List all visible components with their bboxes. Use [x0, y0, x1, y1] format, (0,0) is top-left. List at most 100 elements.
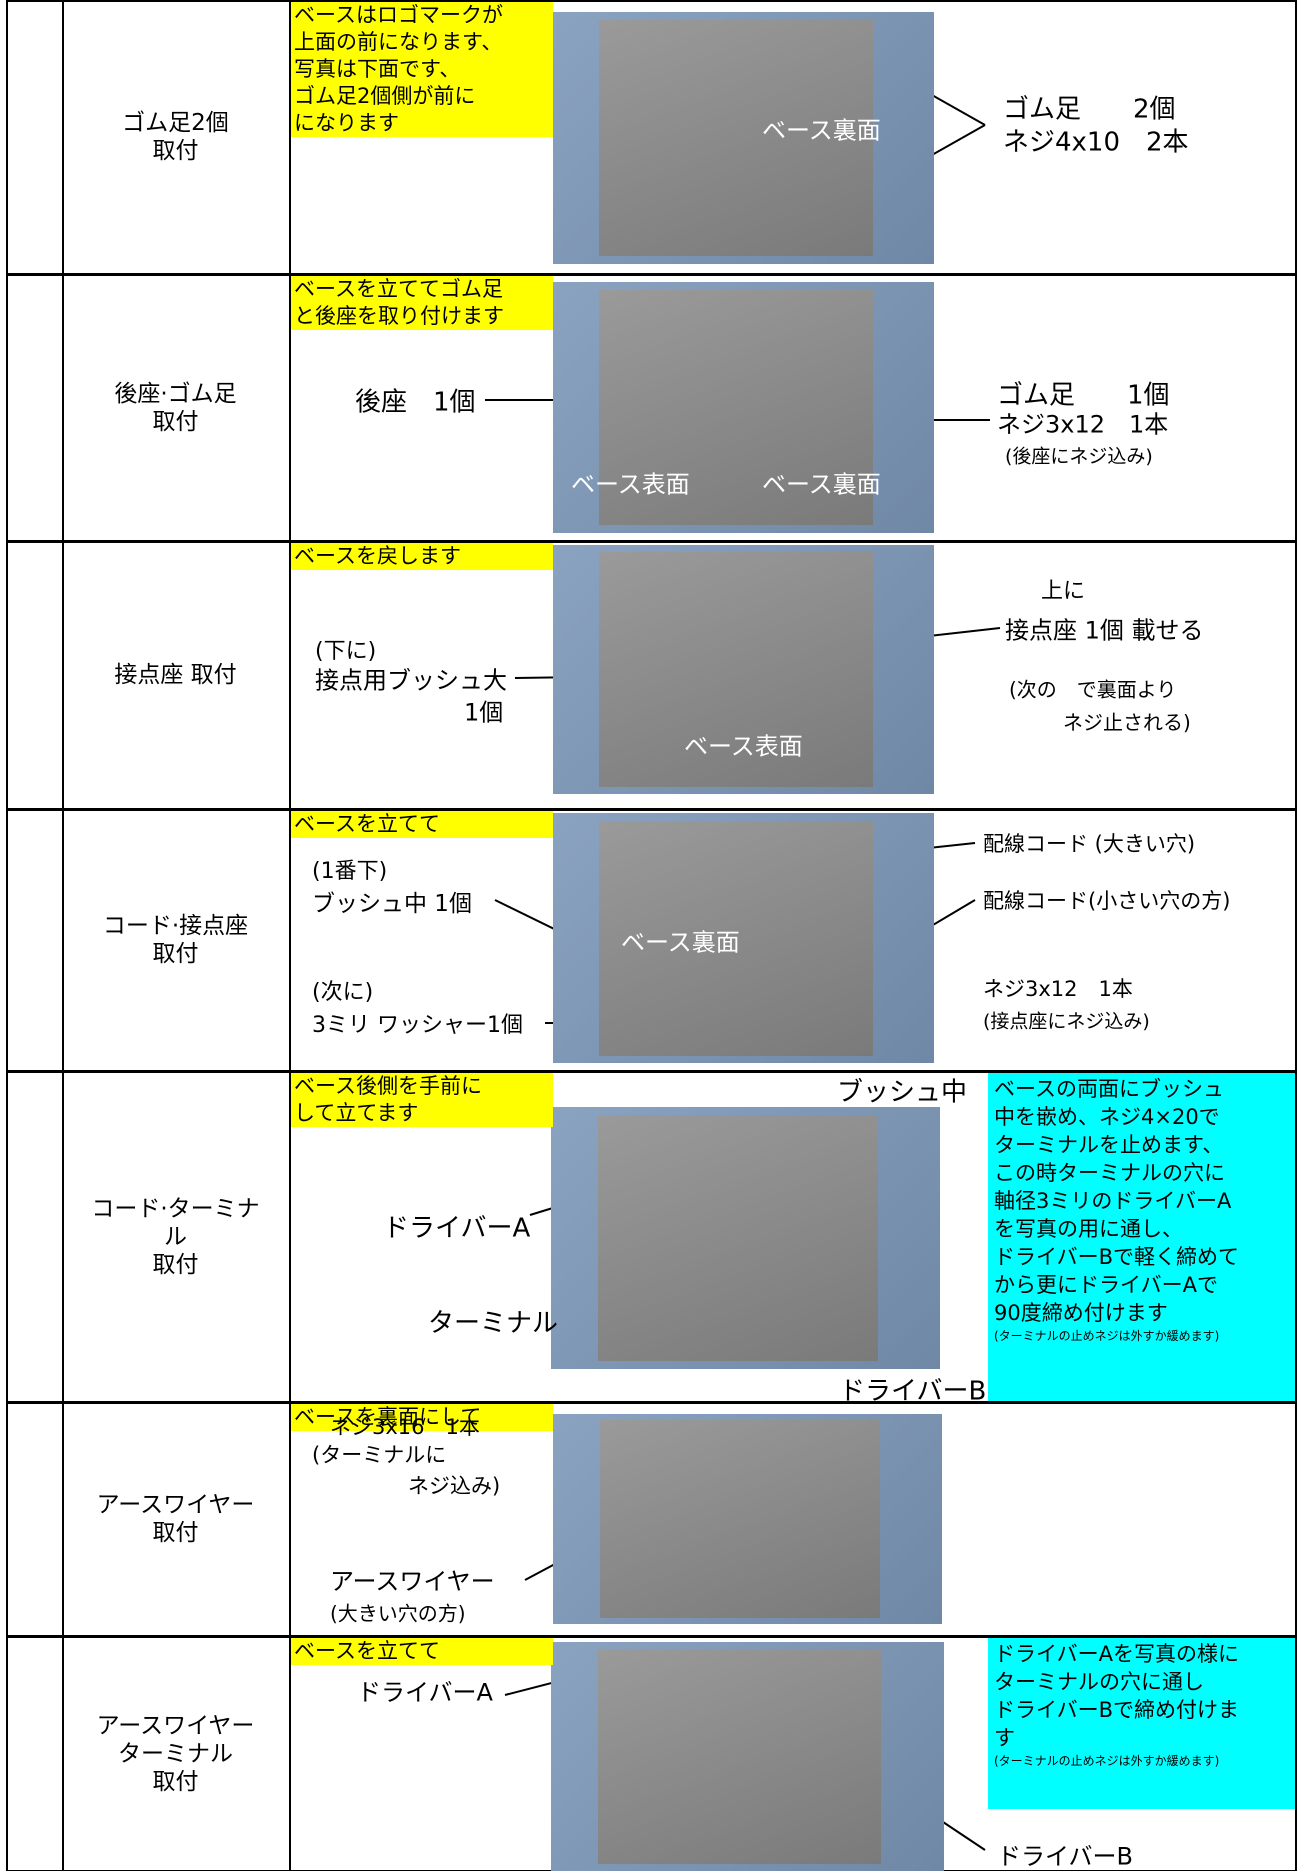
annotation: (次の で裏面より: [1009, 677, 1177, 702]
instruction: ベースを立てて: [291, 1638, 553, 1665]
col-border: [1295, 0, 1297, 274]
note-line: 90度締め付けます: [994, 1301, 1168, 1325]
note-small: (ターミナルの止めネジは外すか緩めます): [994, 1754, 1220, 1768]
base-plate: [597, 1114, 878, 1362]
step-label: アースワイヤー ターミナル 取付: [62, 1636, 289, 1871]
col-border: [289, 1071, 291, 1402]
col-border: [62, 1636, 64, 1871]
base-plate: [598, 820, 874, 1056]
label-line: アースワイヤー: [96, 1492, 255, 1518]
annotation: ゴム足 1個: [997, 380, 1170, 411]
label-line: コード·ターミナ: [91, 1195, 260, 1222]
col-border: [6, 1071, 8, 1402]
label-line: 取付: [152, 1520, 199, 1546]
instruction-line: ベースを立ててゴム足: [294, 277, 503, 301]
instruction-line: になります: [294, 111, 399, 135]
note-line: 軸径3ミリのドライバーA: [994, 1189, 1232, 1213]
label-line: ゴム足2個: [122, 110, 229, 136]
annotation: 1個: [464, 698, 504, 727]
note-box: ドライバーAを写真の様に ターミナルの穴に通し ドライバーBで締め付けます (ターミナ…: [988, 1638, 1295, 1809]
base-plate: [598, 289, 874, 526]
row-border: [6, 274, 1295, 276]
instruction: ベース後側を手前に して立てます: [291, 1073, 553, 1127]
instruction: ベースはロゴマークが 上面の前になります、 写真は下面です、 ゴム足2個側が前に になり…: [291, 2, 553, 137]
col-border: [1295, 809, 1297, 1071]
label-line: アースワイヤー: [96, 1712, 255, 1739]
instruction-line: ベース後側を手前に: [294, 1074, 482, 1098]
col-border: [6, 274, 8, 541]
annotation: 上に: [1041, 579, 1086, 604]
annotation: ネジ3x16 1本: [330, 1415, 480, 1439]
base-plate: [598, 19, 874, 257]
instruction-line: ベースを戻します: [294, 544, 461, 568]
annotation: (大きい穴の方): [330, 1601, 466, 1626]
photo-caption: ベース裏面: [621, 928, 740, 957]
annotation: ブッシュ中: [837, 1077, 968, 1108]
annotation: (下に): [315, 639, 377, 664]
note-line: ドライバーBで締め付けま: [994, 1698, 1239, 1722]
label-line: ターミナル: [118, 1740, 233, 1767]
instruction-line: ゴム足2個側が前に: [294, 84, 476, 108]
note-line: ベースの両面にブッシュ: [994, 1077, 1224, 1101]
instruction: ベースを戻します: [291, 543, 553, 570]
col-border: [6, 1636, 8, 1871]
row-border: [6, 1402, 1295, 1404]
photo-caption: ベース裏面: [762, 470, 881, 499]
col-border: [289, 1636, 291, 1871]
annotation: 後座 1個: [355, 387, 476, 418]
col-border: [62, 809, 64, 1071]
col-border: [289, 0, 291, 274]
instruction: ベースを立ててゴム足 と後座を取り付けます: [291, 276, 553, 330]
row-border: [6, 809, 1295, 811]
note-line: ターミナルの穴に通し: [994, 1670, 1204, 1694]
annotation: (ターミナルに: [312, 1443, 447, 1467]
step-label: ゴム足2個 取付: [62, 0, 289, 274]
annotation: ドライバーB: [839, 1376, 987, 1407]
note-line: 中を嵌め、ネジ4×20で: [994, 1105, 1220, 1129]
annotation: ネジ止される): [1063, 710, 1191, 735]
col-border: [62, 274, 64, 541]
col-border: [289, 274, 291, 541]
col-border: [62, 1071, 64, 1402]
instruction-line: ベースを立てて: [294, 1639, 440, 1663]
col-border: [6, 541, 8, 809]
annotation: ネジ3x12 1本: [997, 410, 1169, 439]
annotation: ドライバーA: [383, 1213, 531, 1244]
step-label: コード·ターミナル取付: [62, 1071, 289, 1402]
annotation: (後座にネジ込み): [1005, 445, 1153, 468]
col-border: [1295, 274, 1297, 541]
note-line: す: [994, 1726, 1015, 1750]
annotation: (接点座にネジ込み): [983, 1010, 1150, 1033]
instruction-line: して立てます: [294, 1101, 419, 1125]
label-line: 後座·ゴム足: [114, 380, 237, 407]
instruction: ベースを裏面にして: [291, 1404, 553, 1431]
label-line: 接点座 取付: [114, 662, 237, 688]
col-border: [1295, 1402, 1297, 1636]
label-line: 取付: [152, 138, 199, 164]
instruction-line: 上面の前になります、: [294, 30, 503, 54]
col-border: [289, 809, 291, 1071]
note-line: この時ターミナルの穴に: [994, 1161, 1225, 1185]
annotation: ターミナル: [428, 1308, 559, 1339]
base-plate: [599, 1420, 880, 1618]
photo-caption: ベース表面: [571, 470, 690, 499]
note-line: から更にドライバーAで: [994, 1273, 1218, 1297]
row-border: [6, 1636, 1295, 1638]
annotation: アースワイヤー: [330, 1567, 495, 1596]
base-plate: [598, 1648, 882, 1865]
label-line: 取付: [152, 1768, 199, 1795]
annotation: ゴム足 2個: [1003, 94, 1176, 125]
row-border: [6, 541, 1295, 543]
col-border: [6, 809, 8, 1071]
photo-caption: ベース裏面: [762, 116, 881, 145]
instruction: ベースを立てて: [291, 811, 553, 838]
annotation: 3ミリ ワッシャー1個: [312, 1013, 523, 1038]
col-border: [1295, 1071, 1297, 1402]
annotation: ドライバーA: [357, 1678, 493, 1707]
annotation: (1番下): [312, 859, 388, 884]
annotation: 配線コード(小さい穴の方): [983, 889, 1231, 913]
annotation: 配線コード (大きい穴): [983, 832, 1196, 856]
step-label: 後座·ゴム足 取付: [62, 274, 289, 541]
label-line: 取付: [152, 941, 199, 967]
col-border: [62, 541, 64, 809]
